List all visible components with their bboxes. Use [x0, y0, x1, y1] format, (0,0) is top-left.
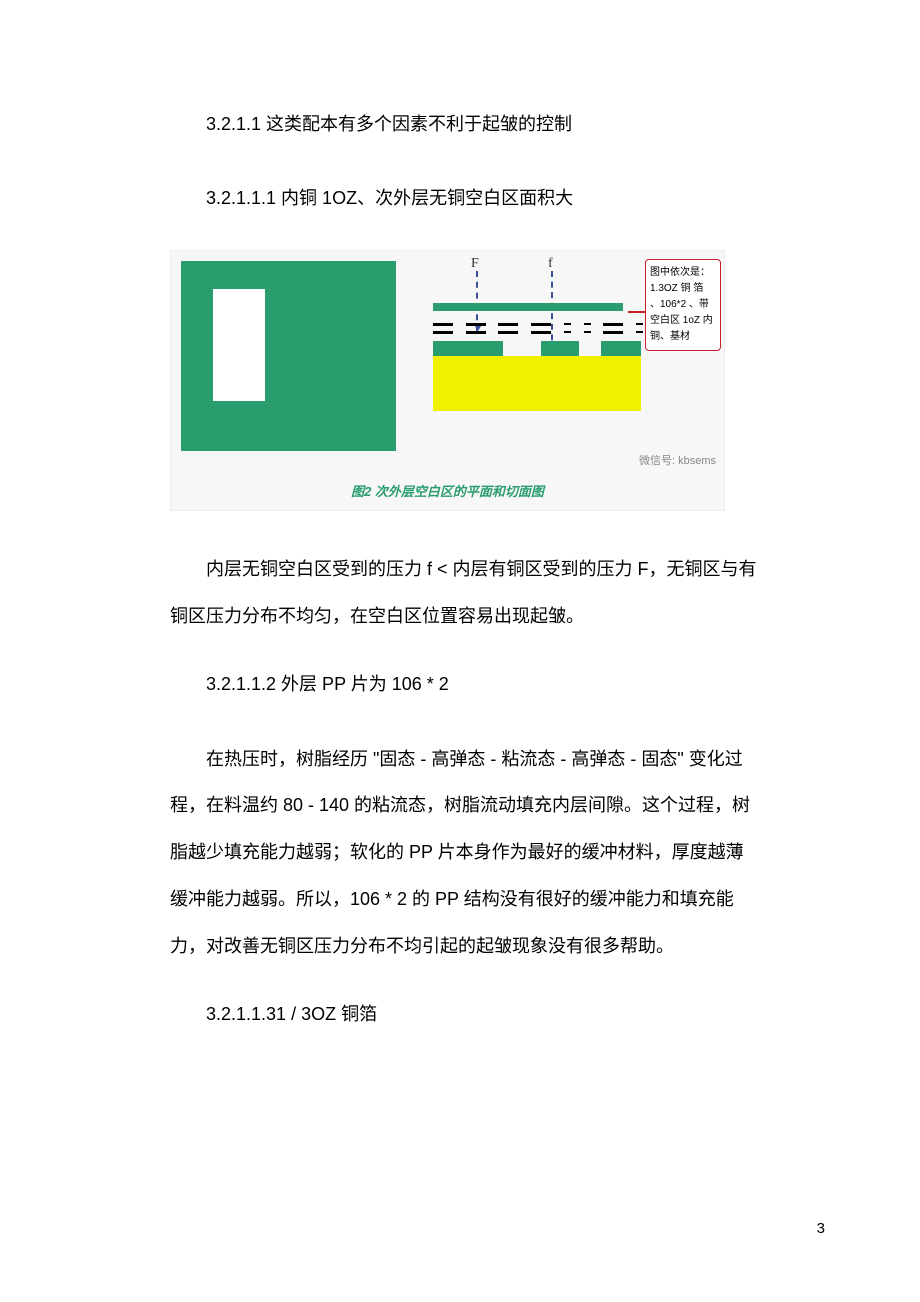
force-label-f: f: [548, 256, 553, 272]
heading-3-2-1-1-1: 3.2.1.1.1 内铜 1OZ、次外层无铜空白区面积大: [170, 184, 760, 210]
force-arrow-f: [551, 271, 553, 351]
figure-2-container: F f 图中依次是：1.3OZ 铜 箔 、106*2 、带空白区 1oZ 内铜、…: [170, 250, 725, 511]
figure-2-diagram: F f 图中依次是：1.3OZ 铜 箔 、106*2 、带空白区 1oZ 内铜、…: [171, 251, 726, 476]
pp-layer-1: [433, 323, 643, 327]
substrate-layer: [433, 356, 641, 411]
force-arrow-F: [476, 271, 478, 331]
figure-2-caption: 图2 次外层空白区的平面和切面图: [171, 476, 724, 510]
inner-copper-c: [601, 341, 641, 356]
callout-box: 图中依次是：1.3OZ 铜 箔 、106*2 、带空白区 1oZ 内铜、基材: [645, 259, 721, 351]
paragraph-1: 内层无铜空白区受到的压力 f < 内层有铜区受到的压力 F，无铜区与有铜区压力分…: [170, 546, 760, 640]
pp-layer-2: [433, 331, 643, 335]
force-label-F: F: [471, 256, 479, 272]
blank-area-hole: [213, 289, 265, 401]
callout-connector: [628, 311, 646, 313]
paragraph-2: 在热压时，树脂经历 "固态 - 高弹态 - 粘流态 - 高弹态 - 固态" 变化…: [170, 736, 760, 970]
page-number: 3: [817, 1220, 825, 1237]
heading-3-2-1-1-2: 3.2.1.1.2 外层 PP 片为 106 * 2: [170, 670, 760, 696]
watermark-text: 微信号: kbsems: [639, 452, 716, 468]
inner-copper-a: [433, 341, 503, 356]
heading-3-2-1-1-3: 3.2.1.1.31 / 3OZ 铜箔: [170, 1000, 760, 1026]
document-page: 3.2.1.1 这类配本有多个因素不利于起皱的控制 3.2.1.1.1 内铜 1…: [0, 0, 920, 1026]
heading-3-2-1-1: 3.2.1.1 这类配本有多个因素不利于起皱的控制: [170, 110, 760, 136]
cross-section-foil: [433, 303, 623, 311]
inner-copper-b: [541, 341, 579, 356]
plan-view-block: [181, 261, 396, 451]
